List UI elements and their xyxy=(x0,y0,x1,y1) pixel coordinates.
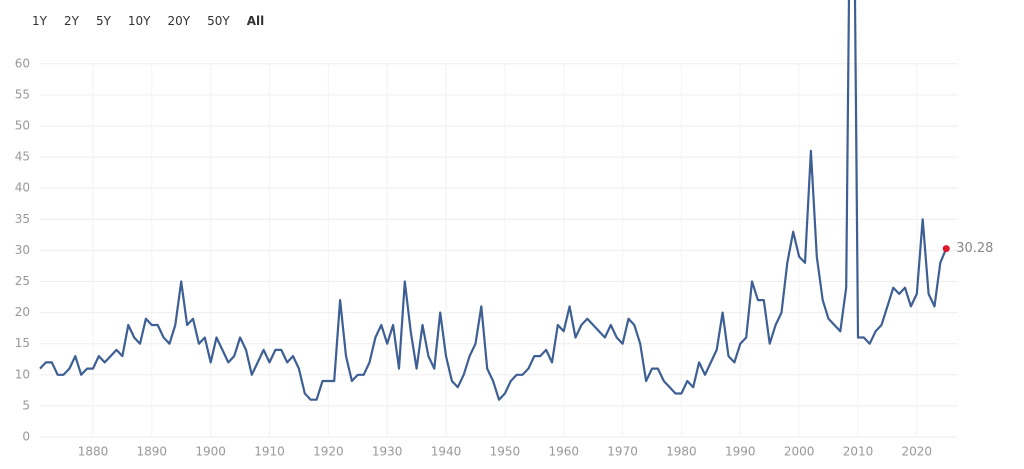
range-button[interactable]: 1Y xyxy=(32,14,47,28)
x-tick-label: 1880 xyxy=(78,445,109,459)
line xyxy=(39,0,948,401)
last-point xyxy=(942,245,950,253)
y-tick-label: 0 xyxy=(22,430,30,444)
range-button[interactable]: 2Y xyxy=(63,14,79,28)
x-tick-label: 1940 xyxy=(431,445,462,459)
x-tick-label: 1930 xyxy=(372,445,403,459)
y-tick-label: 15 xyxy=(15,336,30,350)
x-tick-label: 1910 xyxy=(254,445,285,459)
y-tick-label: 20 xyxy=(15,305,30,319)
y-tick-label: 35 xyxy=(15,212,30,226)
y-tick-label: 50 xyxy=(15,118,30,132)
x-tick-label: 1990 xyxy=(725,445,756,459)
x-tick-label: 1900 xyxy=(195,445,226,459)
x-tick-label: 1960 xyxy=(548,445,579,459)
y-tick-label: 55 xyxy=(15,87,30,101)
x-tick-label: 2010 xyxy=(843,445,874,459)
range-button[interactable]: All xyxy=(246,14,265,28)
plot-area xyxy=(39,0,948,401)
y-tick-label: 10 xyxy=(15,367,30,381)
range-selector: 1Y 2Y 5Y 10Y 20Y 50Y All xyxy=(32,14,281,28)
x-tick-label: 1980 xyxy=(666,445,697,459)
y-tick-label: 45 xyxy=(15,150,30,164)
x-tick-label: 2020 xyxy=(902,445,933,459)
last-value-label: 30.28 xyxy=(956,241,993,256)
y-tick-label: 30 xyxy=(15,243,30,257)
range-button[interactable]: 10Y xyxy=(127,14,151,28)
range-button[interactable]: 50Y xyxy=(207,14,230,28)
x-tick-label: 1890 xyxy=(137,445,168,459)
range-button[interactable]: 5Y xyxy=(95,14,111,28)
range-button[interactable]: 20Y xyxy=(167,14,191,28)
x-tick-label: 1950 xyxy=(490,445,521,459)
y-tick-label: 5 xyxy=(22,398,30,412)
x-tick-label: 1920 xyxy=(313,445,344,459)
x-tick-label: 2000 xyxy=(784,445,815,459)
y-tick-label: 60 xyxy=(15,56,30,70)
y-tick-label: 25 xyxy=(15,274,30,288)
x-tick-label: 1970 xyxy=(607,445,638,459)
y-tick-label: 40 xyxy=(15,181,30,195)
